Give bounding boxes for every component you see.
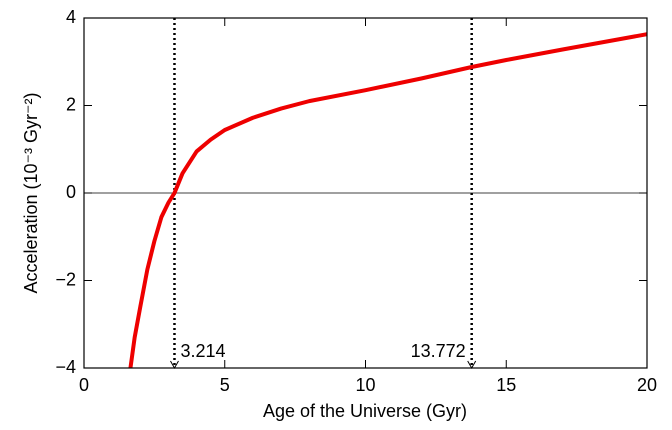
x-tick-label: 10 [355,375,375,395]
plot-frame [83,17,648,369]
y-tick-label: −4 [55,357,76,377]
y-tick-label: 0 [66,182,76,202]
y-axis-label: Acceleration (10⁻³ Gyr⁻²) [21,92,41,293]
x-tick-label: 0 [79,375,89,395]
x-tick-label: 5 [220,375,230,395]
x-axis-label: Age of the Universe (Gyr) [263,401,467,421]
y-tick-label: −2 [55,269,76,289]
curve [128,32,648,369]
x-tick-label: 15 [496,375,516,395]
y-tick-label: 2 [66,94,76,114]
y-tick-label: 4 [66,7,76,27]
x-tick-label: 20 [637,375,657,395]
marker-label: 3.214 [180,341,225,361]
marker-label: 13.772 [411,341,466,361]
